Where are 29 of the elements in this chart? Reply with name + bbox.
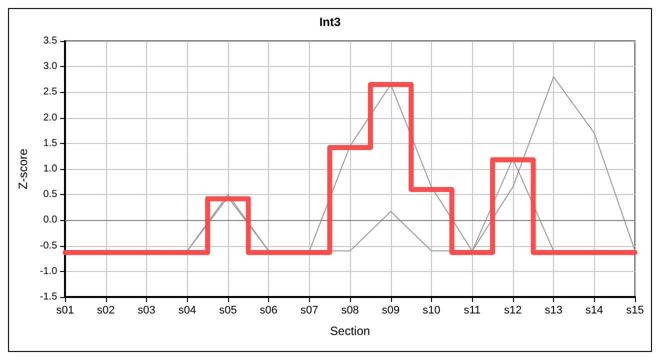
- x-tick-label: s08: [341, 304, 359, 316]
- y-tick-label: 1.0: [43, 164, 58, 174]
- x-tick-label: s09: [382, 304, 400, 316]
- chart-title: Int3: [319, 15, 341, 29]
- y-tick-label: 2.0: [43, 112, 58, 124]
- x-tick-label: s02: [96, 304, 115, 316]
- y-tick-label: 0.5: [43, 189, 58, 200]
- y-tick-label: -0.5: [40, 240, 58, 252]
- x-axis-title: Section: [330, 324, 370, 338]
- y-axis-title: Z-score: [16, 148, 30, 190]
- y-tick-label: -1.0: [40, 266, 58, 277]
- x-tick-label: s07: [300, 304, 318, 316]
- x-tick-label: s13: [544, 304, 562, 316]
- y-tick-label: -1.5: [40, 292, 58, 302]
- y-tick-label: 3.5: [43, 36, 58, 46]
- x-tick-label: s04: [178, 304, 196, 316]
- y-tick-label: 3.0: [43, 61, 58, 72]
- x-tick-label: s11: [464, 304, 481, 316]
- x-tick-label: s14: [585, 304, 604, 316]
- x-tick-label: s06: [260, 304, 278, 316]
- y-tick-label: 2.5: [43, 86, 58, 98]
- y-tick-label: 1.5: [43, 138, 58, 149]
- y-tick-label: 0.0: [43, 214, 58, 226]
- x-tick-label: s01: [56, 304, 74, 316]
- x-tick-label: s12: [504, 304, 522, 316]
- x-tick-label: s10: [422, 304, 440, 316]
- x-tick-label: s03: [138, 304, 156, 316]
- x-tick-label: s15: [626, 304, 644, 316]
- x-tick-label: s05: [219, 304, 237, 316]
